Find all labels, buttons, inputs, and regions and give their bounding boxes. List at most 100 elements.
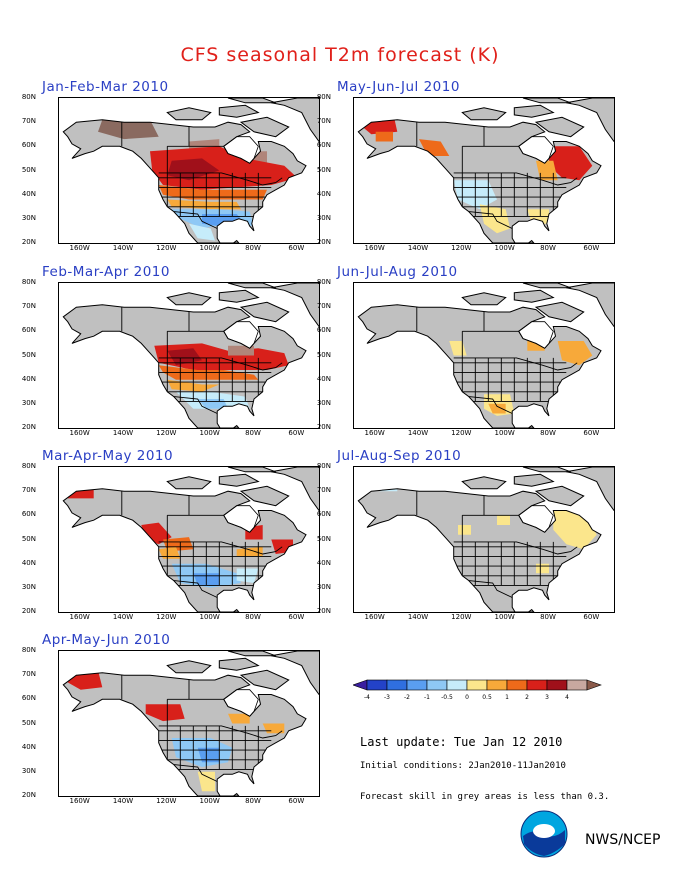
- map-frame: [58, 650, 320, 797]
- anomaly-region: [158, 185, 267, 200]
- map-svg: [62, 283, 319, 428]
- lat-tick-label: 80N: [21, 278, 36, 286]
- coastline: [357, 488, 602, 612]
- land-area: [462, 476, 506, 489]
- lon-tick-label: 160W: [69, 797, 90, 805]
- colorbar-arrow-right: [586, 679, 602, 691]
- colorbar-tick-label: 0: [465, 694, 469, 701]
- lat-tick-label: 80N: [21, 93, 36, 101]
- forecast-panel: Jun-Jul-Aug 2010 80N 70N 60N 50N 40N 30N 20N 160…: [317, 264, 623, 456]
- forecast-panel: Apr-May-Jun 2010 80N 70N 60N 50N 40N 30N 20N 160…: [22, 632, 328, 824]
- lat-tick-label: 30N: [21, 213, 36, 222]
- panel-title: Apr-May-Jun 2010: [42, 632, 171, 648]
- anomaly-region: [197, 747, 220, 763]
- land-area: [523, 98, 571, 103]
- lon-tick-label: 120W: [156, 797, 177, 805]
- lat-tick-label: 80N: [316, 278, 331, 286]
- land-area: [523, 467, 571, 472]
- anomaly-region: [189, 223, 215, 241]
- coastline: [166, 476, 212, 490]
- lon-tick-label: 100W: [199, 613, 220, 621]
- land-area: [566, 467, 614, 511]
- lat-tick-label: 60N: [21, 694, 36, 703]
- coastline: [534, 485, 585, 507]
- anomaly-region: [488, 403, 506, 414]
- land-area: [167, 292, 211, 305]
- land-area: [167, 660, 211, 673]
- map-svg: [357, 467, 614, 612]
- coastline: [566, 283, 614, 328]
- lat-tick-label: 20N: [21, 423, 36, 431]
- map-svg: [357, 283, 614, 428]
- colorbar-tick-label: -4: [364, 694, 370, 701]
- lon-tick-label: 100W: [494, 429, 515, 437]
- lat-tick-label: 30N: [316, 582, 331, 591]
- lon-tick-label: 100W: [494, 244, 515, 252]
- colorbar-tick-label: 2: [525, 694, 529, 701]
- coastline: [227, 467, 276, 473]
- coastline: [239, 116, 290, 138]
- anomaly-region: [236, 546, 263, 557]
- coastline: [271, 651, 319, 696]
- coastline: [239, 301, 290, 323]
- anomaly-region: [479, 204, 510, 234]
- lat-tick-label: 20N: [316, 607, 331, 615]
- anomaly-region: [536, 160, 558, 181]
- lon-tick-label: 140W: [407, 244, 429, 252]
- anomaly-region: [557, 341, 593, 366]
- coastline: [218, 473, 260, 487]
- colorbar-segment: [366, 679, 388, 691]
- anomaly-region: [197, 771, 215, 792]
- lon-tick-label: 80W: [540, 429, 556, 437]
- lat-tick-label: 70N: [21, 302, 36, 311]
- lat-tick-label: 50N: [21, 534, 36, 543]
- lat-tick-label: 80N: [21, 462, 36, 470]
- land-area: [228, 467, 276, 472]
- anomaly-region: [458, 525, 471, 535]
- lat-tick-label: 30N: [21, 766, 36, 775]
- lat-tick-label: 50N: [21, 165, 36, 174]
- lat-tick-label: 40N: [316, 189, 331, 198]
- lat-tick-label: 70N: [21, 670, 36, 679]
- panel-title: Jun-Jul-Aug 2010: [337, 264, 458, 280]
- lat-tick-label: 60N: [316, 326, 331, 335]
- lon-tick-label: 60W: [288, 429, 305, 437]
- lon-tick-label: 60W: [288, 797, 305, 805]
- colorbar-segment: [546, 679, 568, 691]
- colorbar-tick-label: -0.5: [441, 694, 453, 701]
- colorbar-segment: [486, 679, 508, 691]
- lat-tick-label: 50N: [316, 165, 331, 174]
- lat-tick-label: 20N: [316, 423, 331, 431]
- colorbar-tick-label: -2: [404, 694, 410, 701]
- colorbar-segment: [426, 679, 448, 691]
- colorbar-segment: [526, 679, 548, 691]
- anomaly-region: [362, 112, 398, 135]
- lon-tick-label: 160W: [69, 244, 90, 252]
- lon-tick-label: 80W: [540, 244, 556, 252]
- coastline: [62, 488, 307, 612]
- coastline: [227, 98, 276, 104]
- colorbar-segment: [506, 679, 528, 691]
- coastline: [513, 104, 555, 118]
- colorbar-tick-label: 0.5: [482, 694, 492, 701]
- colorbar-segment: [406, 679, 428, 691]
- forecast-panel: Feb-Mar-Apr 2010 80N 70N 60N 50N 40N 30N 20N 160…: [22, 264, 328, 456]
- colorbar-segment: [446, 679, 468, 691]
- coastline: [271, 98, 319, 143]
- map-frame: [58, 282, 320, 429]
- coastline: [227, 651, 276, 657]
- coastline: [62, 119, 307, 243]
- lat-tick-label: 40N: [21, 374, 36, 383]
- lon-tick-label: 60W: [583, 244, 600, 252]
- panel-title: Feb-Mar-Apr 2010: [42, 264, 170, 280]
- lat-tick-label: 30N: [316, 398, 331, 407]
- coastline: [218, 657, 260, 671]
- land-area: [228, 283, 276, 288]
- anomaly-region: [375, 131, 393, 142]
- panel-title: Jan-Feb-Mar 2010: [42, 79, 169, 95]
- land-area: [462, 107, 506, 120]
- land-area: [271, 651, 319, 695]
- lat-tick-label: 70N: [316, 486, 331, 495]
- lat-tick-label: 20N: [21, 791, 36, 799]
- lon-tick-label: 80W: [540, 613, 556, 621]
